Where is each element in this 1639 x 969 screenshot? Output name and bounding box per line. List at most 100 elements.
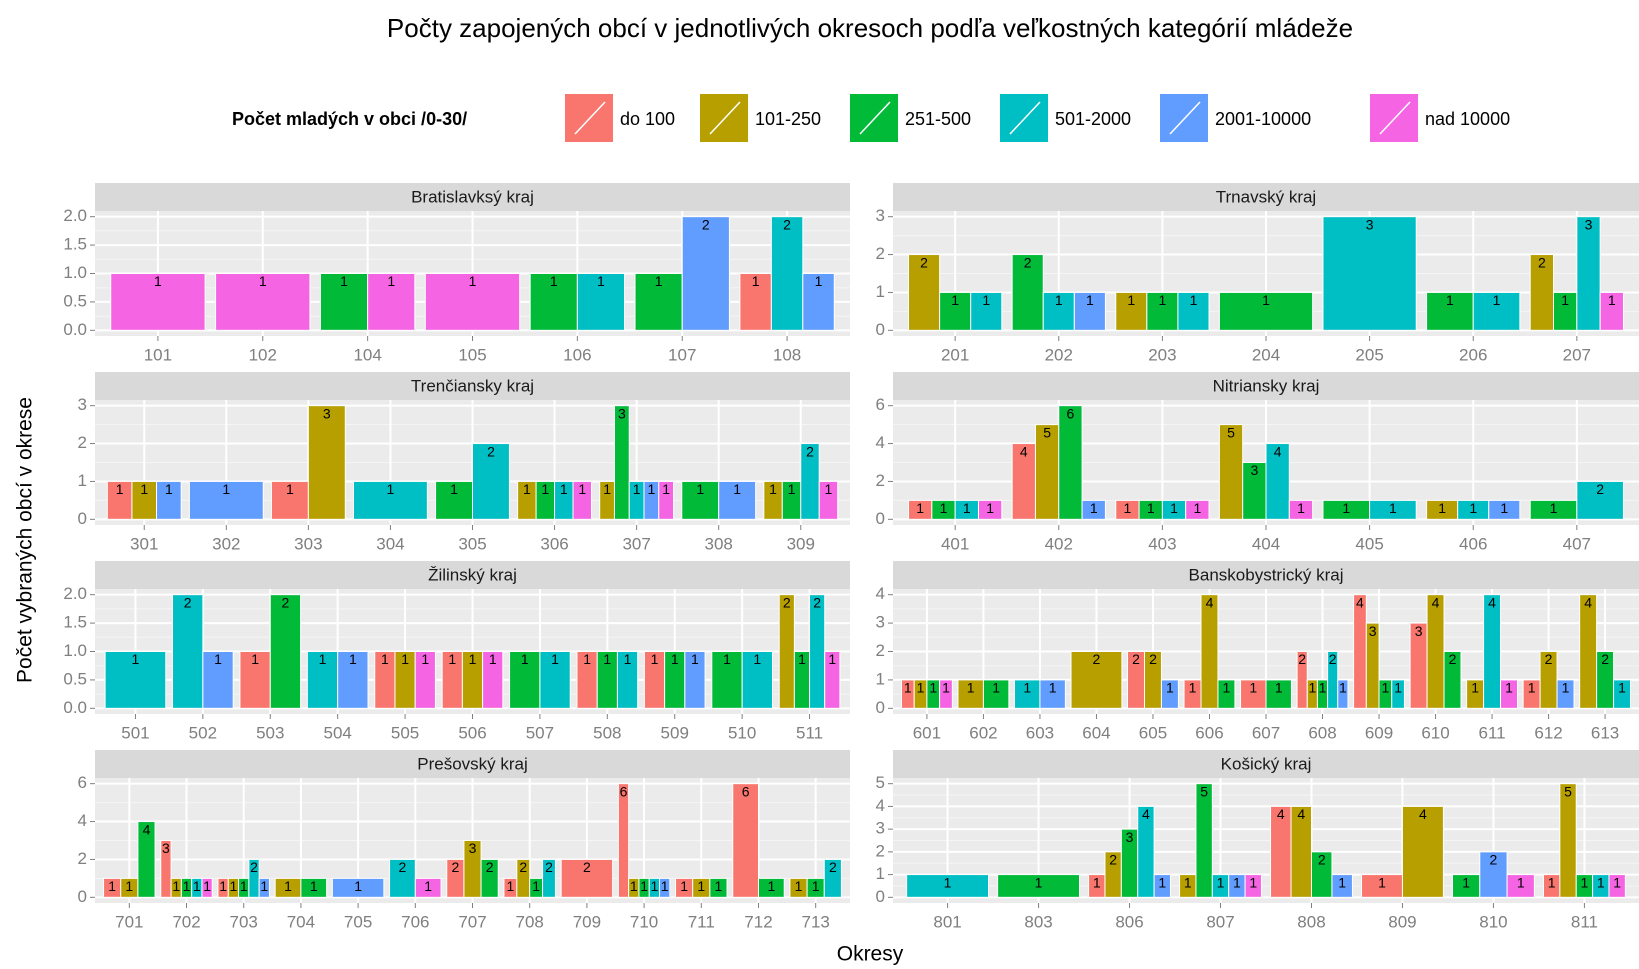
value-label: 1: [1249, 874, 1257, 890]
x-tick-label: 703: [230, 912, 258, 931]
value-label: 1: [603, 651, 611, 667]
value-label: 2: [250, 859, 258, 875]
value-label: 1: [986, 500, 994, 516]
value-label: 1: [752, 273, 760, 289]
value-label: 1: [812, 878, 820, 894]
value-label: 1: [651, 651, 659, 667]
bar: [1288, 499, 1314, 520]
y-tick-label: 3: [876, 613, 885, 632]
x-tick-label: 709: [573, 912, 601, 931]
value-label: 2: [920, 254, 928, 270]
bar: [617, 783, 630, 898]
bar: [709, 877, 728, 898]
bar: [818, 480, 839, 520]
value-label: 1: [1223, 680, 1231, 696]
legend-label: 251-500: [905, 109, 971, 129]
value-label: 1: [1342, 500, 1350, 516]
value-label: 2: [184, 594, 192, 610]
value-label: 2: [1024, 254, 1032, 270]
bar: [367, 273, 416, 331]
value-label: 1: [523, 481, 531, 497]
bar: [307, 405, 346, 520]
value-label: 1: [381, 651, 389, 667]
bar: [757, 877, 785, 898]
x-tick-label: 502: [189, 723, 217, 742]
value-label: 4: [1142, 806, 1150, 822]
value-label: 1: [541, 481, 549, 497]
value-label: 1: [214, 651, 222, 667]
value-label: 1: [940, 500, 948, 516]
value-label: 4: [1277, 806, 1285, 822]
bar: [1200, 594, 1219, 709]
y-tick-label: 4: [876, 433, 885, 452]
value-label: 1: [172, 878, 180, 894]
x-tick-label: 407: [1563, 534, 1591, 553]
y-tick-label: 0: [876, 509, 885, 528]
value-label: 1: [1608, 292, 1616, 308]
value-label: 1: [662, 481, 670, 497]
value-label: 1: [1189, 680, 1197, 696]
legend-key-slash: [859, 101, 891, 135]
x-tick-label: 305: [458, 534, 486, 553]
value-label: 4: [1584, 594, 1592, 610]
value-label: 1: [1613, 874, 1621, 890]
value-label: 1: [769, 481, 777, 497]
value-label: 5: [1200, 783, 1208, 799]
bar: [106, 480, 133, 520]
value-label: 1: [963, 500, 971, 516]
value-label: 2: [399, 859, 407, 875]
x-tick-label: 606: [1195, 723, 1223, 742]
x-tick-label: 403: [1148, 534, 1176, 553]
x-tick-label: 808: [1297, 912, 1325, 931]
value-label: 2: [1490, 852, 1498, 868]
x-tick-label: 303: [294, 534, 322, 553]
legend-label: nad 10000: [1425, 109, 1510, 129]
value-label: 1: [680, 878, 688, 894]
y-tick-label: 0.0: [63, 698, 87, 717]
bar: [1579, 594, 1598, 709]
value-label: 6: [620, 783, 628, 799]
value-label: 1: [578, 481, 586, 497]
value-label: 1: [140, 481, 148, 497]
bar: [572, 480, 592, 520]
value-label: 1: [506, 878, 514, 894]
value-label: 1: [1049, 680, 1057, 696]
value-label: 3: [1126, 829, 1134, 845]
value-label: 2: [545, 859, 553, 875]
value-label: 2: [813, 594, 821, 610]
value-label: 1: [319, 651, 327, 667]
x-tick-label: 304: [376, 534, 404, 553]
y-tick-label: 2: [876, 641, 885, 660]
bar: [1369, 499, 1417, 520]
value-label: 1: [661, 878, 669, 894]
y-tick-label: 1.5: [63, 235, 87, 254]
value-label: 2: [783, 594, 791, 610]
bar: [215, 273, 311, 331]
bar: [1240, 679, 1267, 709]
x-tick-label: 404: [1252, 534, 1280, 553]
y-tick-label: 4: [78, 811, 87, 830]
x-tick-label: 509: [661, 723, 689, 742]
x-tick-label: 806: [1115, 912, 1143, 931]
value-label: 1: [387, 481, 395, 497]
bar: [1039, 679, 1066, 709]
value-label: 2: [1601, 651, 1609, 667]
x-tick-label: 702: [172, 912, 200, 931]
x-tick-label: 101: [144, 345, 172, 364]
bar: [658, 480, 675, 520]
x-tick-label: 810: [1479, 912, 1507, 931]
bar: [1613, 679, 1632, 709]
x-tick-label: 611: [1479, 723, 1506, 742]
bar: [824, 651, 841, 709]
value-label: 1: [1493, 292, 1501, 308]
bar: [1014, 679, 1041, 709]
legend-title: Počet mladých v obci /0-30/: [232, 109, 467, 129]
y-tick-label: 0: [78, 509, 87, 528]
value-label: 1: [828, 651, 836, 667]
bar: [1365, 622, 1380, 709]
bar: [1265, 679, 1292, 709]
x-tick-label: 706: [401, 912, 429, 931]
bar: [982, 679, 1010, 709]
x-tick-label: 202: [1045, 345, 1073, 364]
